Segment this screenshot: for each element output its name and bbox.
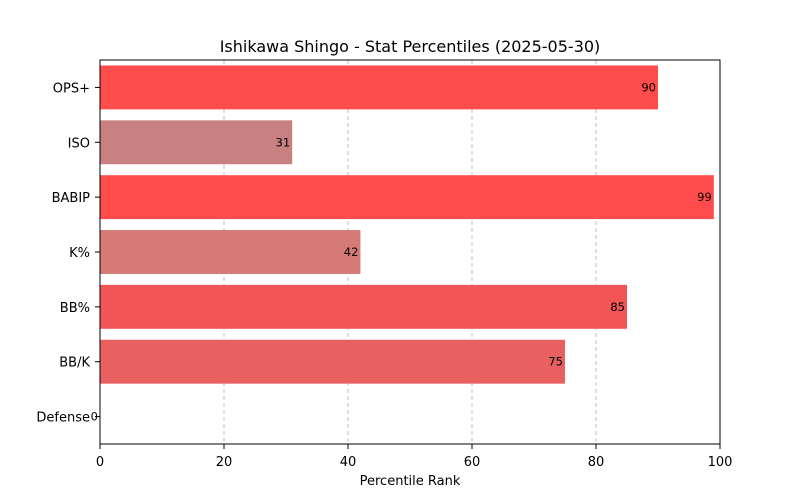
data-label: 42 (344, 245, 359, 259)
data-label: 90 (641, 80, 656, 94)
bar (100, 230, 361, 274)
y-tick-label: BB% (60, 301, 90, 316)
x-tick-label: 0 (96, 455, 104, 470)
data-label: 31 (276, 135, 291, 149)
data-label: 0 (91, 410, 98, 424)
x-axis-label: Percentile Rank (360, 474, 461, 489)
data-label: 99 (697, 190, 712, 204)
x-tick-label: 100 (708, 455, 733, 470)
bar (100, 175, 714, 220)
x-axis-ticks: 0 20 40 60 80 100 (96, 444, 733, 470)
y-tick-label: K% (69, 246, 90, 261)
chart-title: Ishikawa Shingo - Stat Percentiles (2025… (220, 37, 601, 56)
y-tick-label: OPS+ (53, 81, 90, 96)
y-tick-label: BABIP (52, 191, 91, 206)
data-labels: 90 31 99 42 85 75 0 (91, 80, 712, 423)
category-labels: OPS+ ISO BABIP K% BB% BB/K Defense (36, 81, 100, 426)
y-tick-label: Defense (36, 411, 90, 426)
data-label: 85 (610, 300, 625, 314)
y-tick-label: ISO (68, 136, 90, 151)
x-tick-label: 40 (340, 455, 357, 470)
x-tick-label: 80 (588, 455, 605, 470)
plot-frame (99, 59, 721, 445)
data-label: 75 (548, 355, 563, 369)
bar (100, 120, 293, 165)
x-tick-label: 20 (216, 455, 233, 470)
bars-group (100, 65, 714, 384)
x-tick-label: 60 (464, 455, 481, 470)
bar (100, 284, 627, 329)
bar (100, 339, 565, 384)
y-tick-label: BB/K (59, 356, 90, 371)
bar (100, 65, 658, 110)
